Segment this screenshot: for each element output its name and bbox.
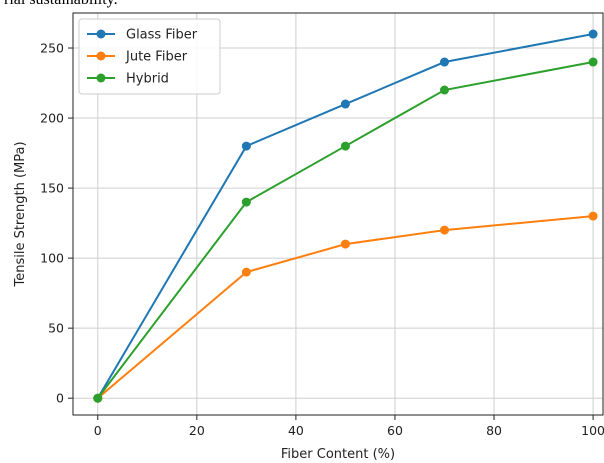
legend-box [78,18,221,95]
data-point-glass-fiber [588,29,598,39]
legend-marker-glass-fiber [96,29,106,39]
series-group [93,29,598,403]
legend-marker-jute-fiber [96,51,106,61]
data-point-hybrid [241,197,251,207]
data-point-jute-fiber [340,239,350,249]
x-tick-label: 40 [288,423,304,438]
data-point-jute-fiber [588,211,598,221]
legend: Glass Fiber Jute Fiber Hybrid [78,18,221,95]
axis-ticks: 0 20 40 60 80 100 0 50 100 150 200 250 [40,41,604,438]
y-axis-label: Tensile Strength (MPa) [13,141,28,287]
series-line-hybrid [96,61,594,399]
y-tick-label: 250 [40,41,64,56]
plot-frame [72,12,604,416]
legend-marker-hybrid [96,73,106,83]
y-tick-label: 150 [40,181,64,196]
y-tick-label: 100 [40,251,64,266]
data-point-jute-fiber [241,267,251,277]
data-point-jute-fiber [439,225,449,235]
legend-label-hybrid: Hybrid [126,72,169,87]
data-point-glass-fiber [241,141,251,151]
caption-fragment: rial sustainability. [4,0,118,9]
x-tick-label: 80 [486,423,502,438]
x-tick-label: 60 [387,423,403,438]
data-point-hybrid [439,85,449,95]
y-tick-label: 0 [56,391,64,406]
x-tick-label: 100 [581,423,604,438]
data-point-hybrid [340,141,350,151]
x-tick-label: 20 [189,423,205,438]
y-tick-label: 200 [40,111,64,126]
data-point-glass-fiber [439,57,449,67]
y-tick-label: 50 [48,321,64,336]
x-axis-label: Fiber Content (%) [281,447,395,462]
data-point-hybrid [93,393,103,403]
data-point-hybrid [588,57,598,67]
x-tick-label: 0 [94,423,102,438]
legend-label-glass-fiber: Glass Fiber [126,28,198,43]
legend-label-jute-fiber: Jute Fiber [125,50,188,65]
data-point-glass-fiber [340,99,350,109]
